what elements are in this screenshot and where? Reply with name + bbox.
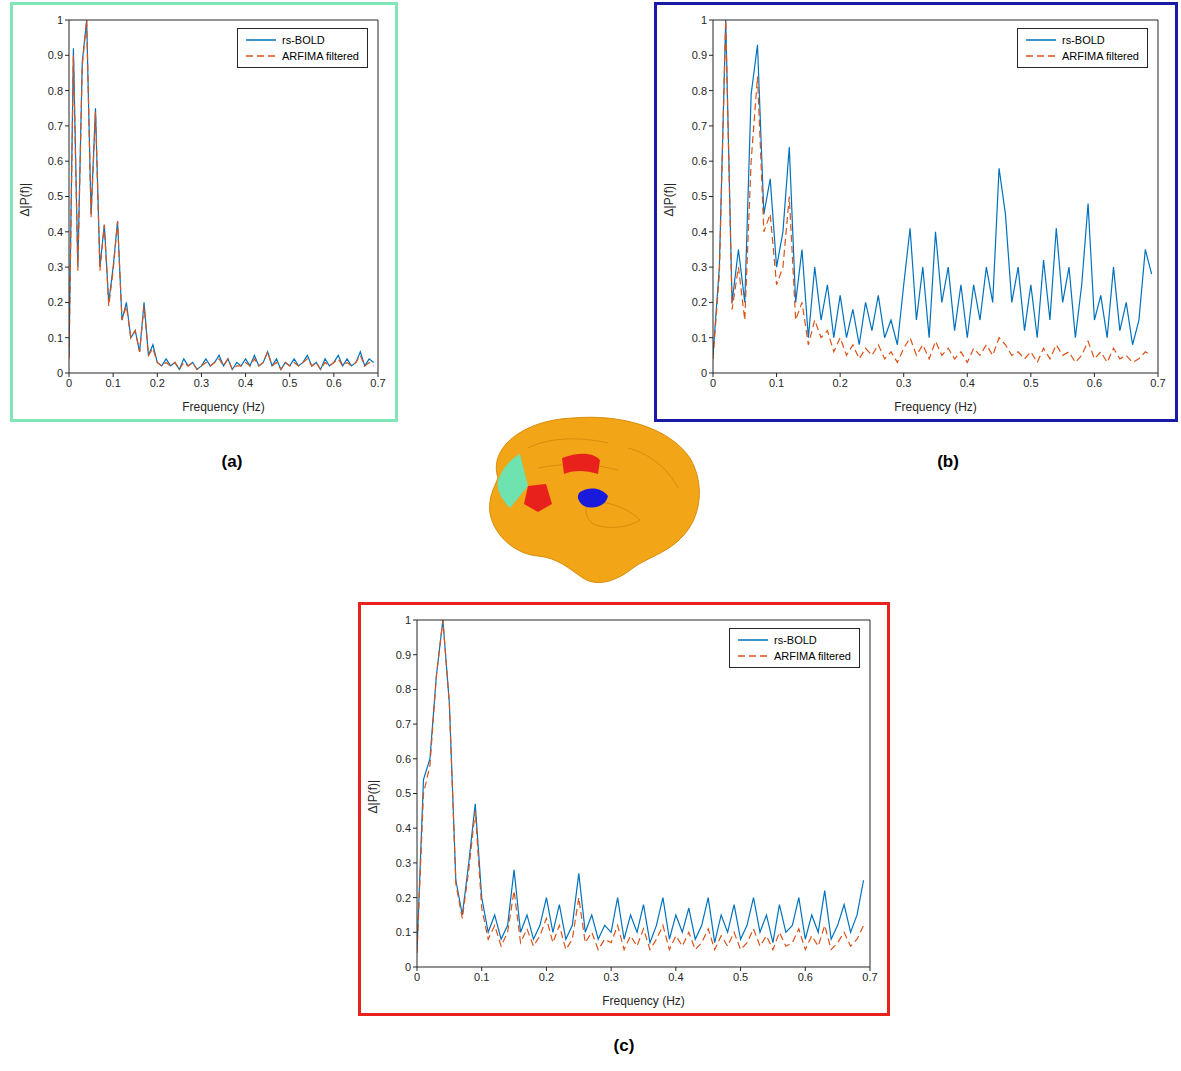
svg-text:1: 1 — [57, 14, 63, 26]
svg-text:0.5: 0.5 — [48, 190, 63, 202]
svg-text:0.5: 0.5 — [733, 971, 748, 983]
svg-text:Δ|P(f)|: Δ|P(f)| — [662, 183, 676, 217]
svg-text:0.3: 0.3 — [48, 261, 63, 273]
svg-text:0.6: 0.6 — [798, 971, 813, 983]
html-text:rs-BOLD: rs-BOLD — [282, 34, 325, 46]
svg-text:0.1: 0.1 — [474, 971, 489, 983]
svg-text:0.3: 0.3 — [692, 261, 707, 273]
svg-text:0.4: 0.4 — [960, 377, 975, 389]
svg-text:1: 1 — [405, 614, 411, 626]
html-text:rs-BOLD: rs-BOLD — [774, 634, 817, 646]
svg-text:0.1: 0.1 — [48, 332, 63, 344]
svg-text:0.7: 0.7 — [396, 718, 411, 730]
svg-text:0.8: 0.8 — [396, 683, 411, 695]
svg-text:0.1: 0.1 — [769, 377, 784, 389]
svg-text:0.2: 0.2 — [150, 377, 165, 389]
html-text:(a): (a) — [221, 452, 243, 471]
svg-text:0.3: 0.3 — [603, 971, 618, 983]
svg-text:Frequency (Hz): Frequency (Hz) — [894, 400, 977, 414]
svg-text:1: 1 — [701, 14, 707, 26]
svg-text:0: 0 — [57, 367, 63, 379]
svg-text:0.4: 0.4 — [48, 226, 63, 238]
svg-text:0.2: 0.2 — [396, 892, 411, 904]
svg-text:Δ|P(f)|: Δ|P(f)| — [366, 780, 380, 814]
svg-text:0.3: 0.3 — [194, 377, 209, 389]
html-text:(b): (b) — [937, 452, 959, 471]
svg-text:Frequency (Hz): Frequency (Hz) — [182, 400, 265, 414]
svg-text:0.7: 0.7 — [692, 120, 707, 132]
svg-text:0.7: 0.7 — [1150, 377, 1165, 389]
svg-text:0.5: 0.5 — [396, 787, 411, 799]
svg-text:0.5: 0.5 — [692, 190, 707, 202]
svg-text:0.3: 0.3 — [896, 377, 911, 389]
svg-text:0.8: 0.8 — [692, 85, 707, 97]
svg-text:0.3: 0.3 — [396, 857, 411, 869]
svg-text:0.6: 0.6 — [692, 155, 707, 167]
svg-text:0: 0 — [701, 367, 707, 379]
svg-text:0.4: 0.4 — [692, 226, 707, 238]
svg-text:0.2: 0.2 — [539, 971, 554, 983]
html-text:ARFIMA filtered: ARFIMA filtered — [282, 50, 359, 62]
svg-text:0: 0 — [405, 961, 411, 973]
svg-text:0: 0 — [414, 971, 420, 983]
svg-text:0.9: 0.9 — [692, 49, 707, 61]
svg-text:0.2: 0.2 — [692, 296, 707, 308]
svg-text:0.9: 0.9 — [396, 649, 411, 661]
svg-text:Δ|P(f)|: Δ|P(f)| — [18, 183, 32, 217]
svg-text:0.6: 0.6 — [48, 155, 63, 167]
svg-text:0.1: 0.1 — [105, 377, 120, 389]
svg-text:0.5: 0.5 — [282, 377, 297, 389]
svg-text:0.6: 0.6 — [1087, 377, 1102, 389]
svg-text:0.4: 0.4 — [668, 971, 683, 983]
html-text:(c): (c) — [613, 1036, 635, 1055]
svg-text:0.1: 0.1 — [692, 332, 707, 344]
svg-text:0: 0 — [710, 377, 716, 389]
svg-text:0.1: 0.1 — [396, 926, 411, 938]
svg-text:0.7: 0.7 — [370, 377, 385, 389]
svg-text:Frequency (Hz): Frequency (Hz) — [602, 994, 685, 1008]
svg-text:0.4: 0.4 — [238, 377, 253, 389]
html-text:rs-BOLD: rs-BOLD — [1062, 34, 1105, 46]
svg-text:0: 0 — [66, 377, 72, 389]
svg-text:0.7: 0.7 — [48, 120, 63, 132]
svg-text:0.7: 0.7 — [862, 971, 877, 983]
html-text:ARFIMA filtered: ARFIMA filtered — [1062, 50, 1139, 62]
svg-text:0.2: 0.2 — [832, 377, 847, 389]
svg-text:0.2: 0.2 — [48, 296, 63, 308]
svg-text:0.5: 0.5 — [1023, 377, 1038, 389]
svg-text:0.4: 0.4 — [396, 822, 411, 834]
svg-text:0.6: 0.6 — [326, 377, 341, 389]
html-text:ARFIMA filtered: ARFIMA filtered — [774, 650, 851, 662]
svg-text:0.6: 0.6 — [396, 753, 411, 765]
svg-text:0.8: 0.8 — [48, 85, 63, 97]
svg-text:0.9: 0.9 — [48, 49, 63, 61]
